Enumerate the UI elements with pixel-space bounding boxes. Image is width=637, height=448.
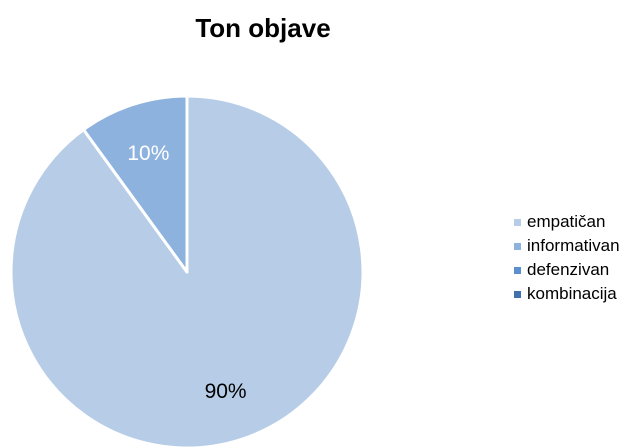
data-label-empatican: 90% [205,380,247,403]
legend-label-kombinacija: kombinacija [527,284,617,303]
legend-swatch-kombinacija [514,290,521,298]
legend-swatch-defenzivan [514,266,521,274]
legend-swatch-informativan [514,242,521,250]
pie-slice-informativan [82,94,189,274]
legend: empatičan informativan defenzivan kombin… [514,210,637,306]
legend-swatch-empaticnan [514,218,521,226]
legend-label-defenzivan: defenzivan [527,260,610,279]
pie-slice-empatican [9,94,365,448]
legend-item-informativan: informativan [514,234,637,258]
data-label-informativan: 10% [127,142,169,165]
pie-slices [9,94,365,448]
chart-title: Ton objave [195,13,331,43]
legend-item-kombinacija: kombinacija [514,282,637,306]
legend-item-empaticnan: empatičan [514,210,637,234]
legend-item-defenzivan: defenzivan [514,258,637,282]
legend-label-informativan: informativan [527,236,620,255]
legend-label-empaticnan: empatičan [527,212,606,231]
pie-data-labels: 90% 10% [127,142,246,403]
